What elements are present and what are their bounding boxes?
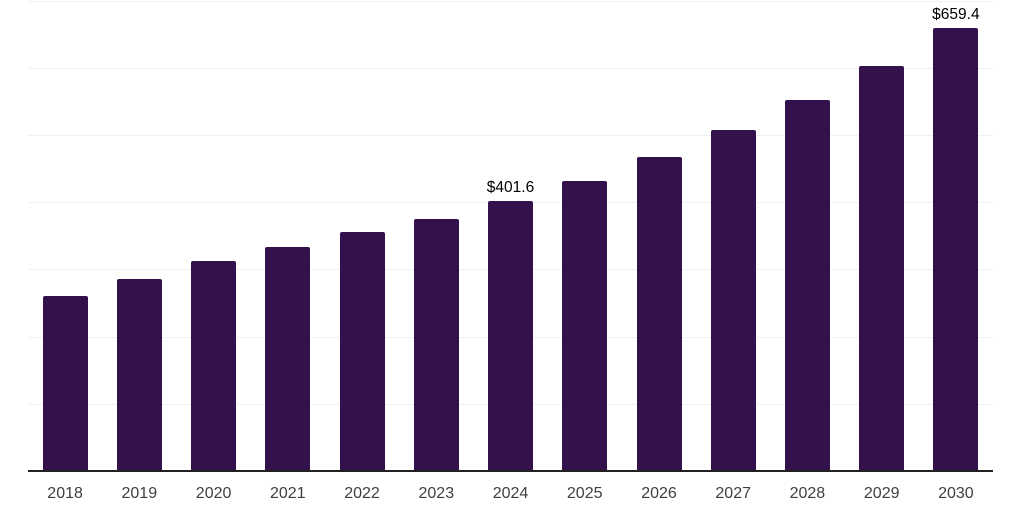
x-tick-2021: 2021: [270, 485, 306, 502]
data-label-2024: $401.6: [486, 179, 535, 197]
x-tick-2026: 2026: [641, 485, 677, 502]
gridline-500: [28, 135, 993, 137]
x-tick-2018: 2018: [47, 485, 83, 502]
bar-2023: [413, 219, 459, 471]
bar-2029: [859, 65, 905, 471]
bar-2030: [933, 28, 979, 471]
x-tick-2020: 2020: [195, 485, 232, 502]
data-label-2030: $659.4: [932, 6, 980, 23]
bar-2020: [191, 260, 237, 471]
bar-2019: [116, 279, 162, 471]
bar-2027: [710, 130, 756, 471]
x-tick-2025: 2025: [566, 485, 603, 502]
bar-2018: [42, 296, 88, 471]
bar-2026: [636, 157, 682, 471]
bar-2021: [265, 246, 311, 471]
gridline-600: [28, 67, 993, 69]
x-axis-line: [28, 470, 993, 472]
x-tick-2019: 2019: [121, 485, 158, 502]
x-tick-2029: 2029: [863, 485, 900, 502]
x-tick-2028: 2028: [789, 485, 826, 502]
bar-2025: [562, 180, 608, 471]
x-tick-2023: 2023: [418, 485, 455, 502]
x-tick-2024: 2024: [492, 485, 529, 502]
gridline-700: [28, 0, 993, 2]
x-tick-2027: 2027: [715, 485, 751, 502]
bar-2022: [339, 231, 385, 471]
bar-2028: [784, 100, 830, 471]
bar-2024: [488, 201, 533, 471]
x-tick-2030: 2030: [938, 485, 974, 502]
x-tick-2022: 2022: [344, 485, 380, 502]
